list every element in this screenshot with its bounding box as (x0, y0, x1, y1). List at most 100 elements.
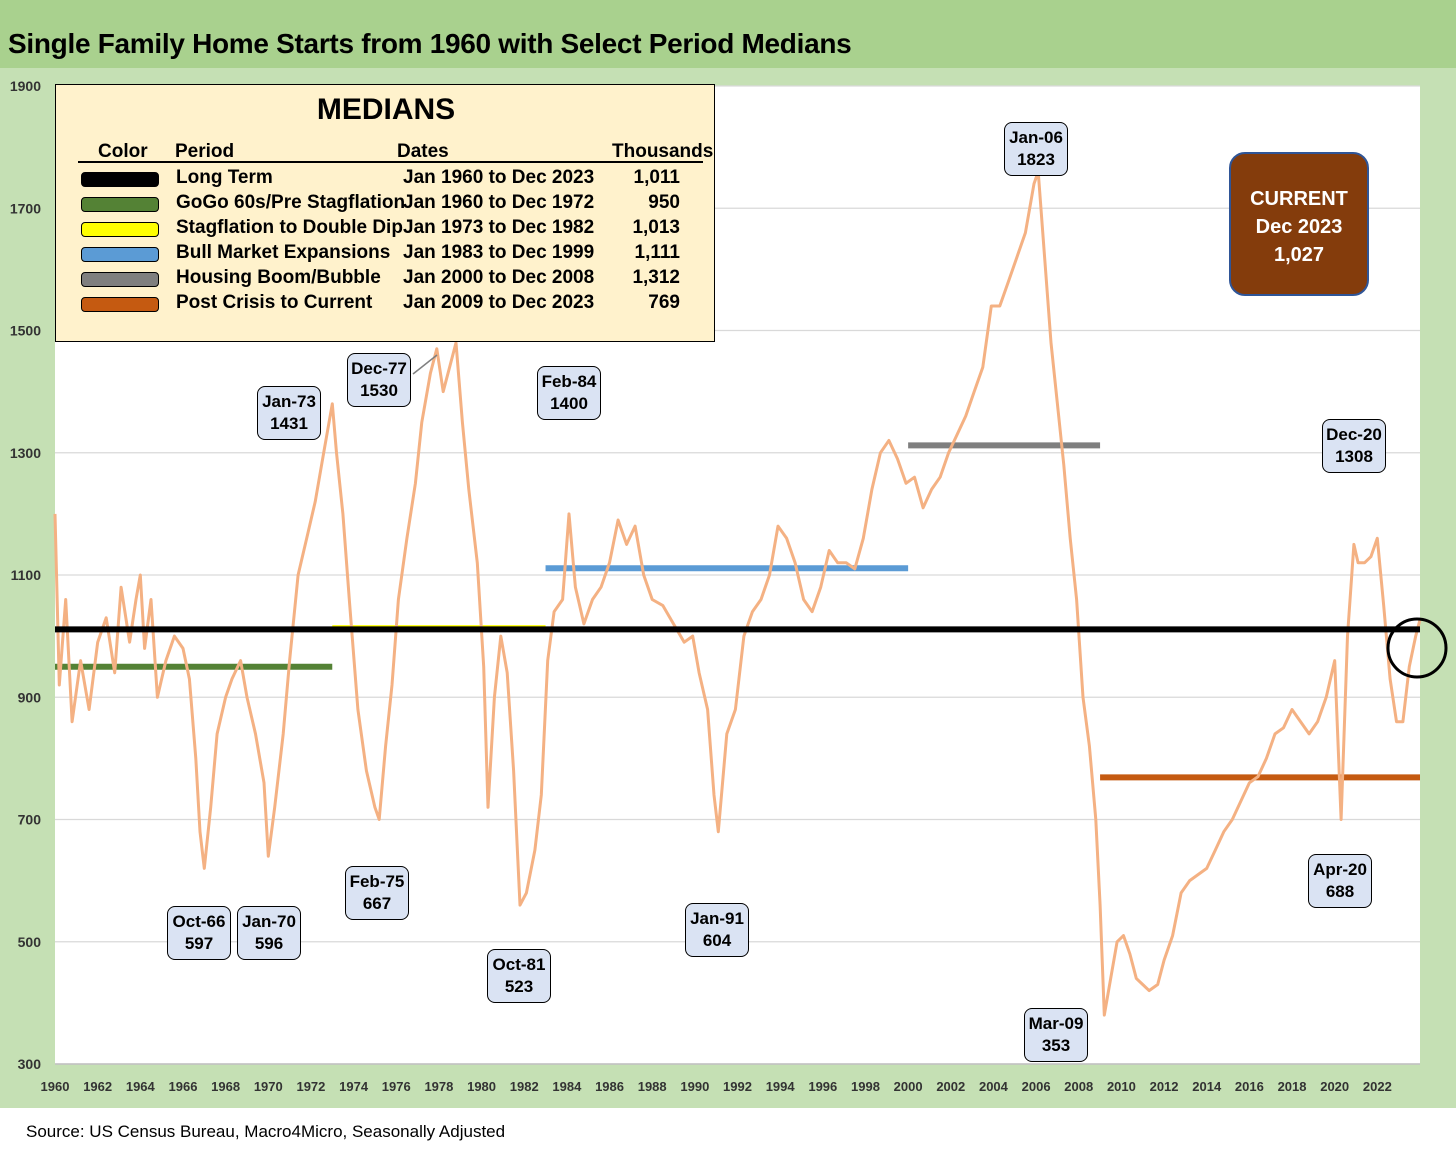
x-tick-label: 1960 (41, 1079, 70, 1094)
x-tick-label: 2018 (1278, 1079, 1307, 1094)
x-tick-label: 1962 (83, 1079, 112, 1094)
legend-period: Long Term (176, 167, 273, 188)
legend-swatch (81, 197, 159, 212)
legend-period: Housing Boom/Bubble (176, 267, 381, 288)
callout-value: 523 (504, 977, 534, 996)
x-tick-label: 2000 (894, 1079, 923, 1094)
callout-mar-09: Mar-09 353 (1024, 1008, 1088, 1062)
legend-dates: Jan 1973 to Dec 1982 (403, 217, 595, 238)
chart-title: Single Family Home Starts from 1960 with… (8, 28, 852, 59)
x-tick-label: 2002 (936, 1079, 965, 1094)
legend-dates: Jan 1960 to Dec 1972 (403, 192, 595, 213)
x-tick-label: 2008 (1064, 1079, 1093, 1094)
callout-jan-91: Jan-91 604 (685, 903, 749, 957)
callout-value: 596 (254, 934, 284, 953)
x-tick-label: 1980 (467, 1079, 496, 1094)
legend-row: Stagflation to Double Dip Jan 1973 to Dec… (56, 217, 716, 241)
callout-jan-70: Jan-70 596 (237, 906, 301, 960)
callout-label: Dec-20 (1326, 425, 1382, 444)
x-tick-label: 1984 (552, 1079, 582, 1094)
callout-label: Oct-81 (492, 955, 546, 974)
legend-dates: Jan 2000 to Dec 2008 (403, 267, 595, 288)
callout-feb-75: Feb-75 667 (345, 866, 409, 920)
title-bar: Single Family Home Starts from 1960 with… (0, 0, 1456, 69)
legend-swatch (81, 172, 159, 187)
x-tick-label: 2020 (1320, 1079, 1349, 1094)
source-note: Source: US Census Bureau, Macro4Micro, S… (26, 1122, 506, 1141)
y-tick-label: 1300 (10, 445, 41, 461)
legend-thousands: 769 (648, 292, 680, 313)
callout-value: 1400 (550, 394, 588, 413)
x-tick-label: 2006 (1022, 1079, 1051, 1094)
callout-value: 1431 (270, 414, 308, 433)
legend-row: Long Term Jan 1960 to Dec 2023 1,011 (56, 167, 716, 191)
legend-row: GoGo 60s/Pre Stagflation Jan 1960 to Dec … (56, 192, 716, 216)
callout-oct-66: Oct-66 597 (167, 906, 231, 960)
current-marker-circle (1386, 617, 1448, 679)
y-tick-label: 500 (18, 934, 42, 950)
y-tick-label: 1500 (10, 323, 41, 339)
legend-thousands: 950 (648, 192, 680, 213)
callout-value: 1823 (1017, 150, 1055, 169)
callout-label: Dec-77 (351, 359, 407, 378)
callout-value: 667 (362, 894, 392, 913)
legend-period: Stagflation to Double Dip (176, 217, 403, 238)
callout-label: Jan-70 (242, 912, 296, 931)
x-tick-label: 1994 (766, 1079, 796, 1094)
callout-label: Feb-75 (349, 872, 405, 891)
x-tick-label: 2012 (1150, 1079, 1179, 1094)
legend-row: Bull Market Expansions Jan 1983 to Dec 19… (56, 242, 716, 266)
legend-header-color: Color (98, 141, 148, 162)
legend-swatch (81, 247, 159, 262)
x-tick-label: 1974 (339, 1079, 369, 1094)
x-tick-label: 1988 (638, 1079, 667, 1094)
x-tick-label: 1992 (723, 1079, 752, 1094)
legend-swatch (81, 272, 159, 287)
callout-label: Apr-20 (1313, 860, 1367, 879)
y-tick-label: 700 (18, 812, 42, 828)
legend-header-rule (78, 161, 703, 163)
callout-value: 353 (1041, 1036, 1071, 1055)
y-tick-label: 1900 (10, 78, 41, 94)
legend-thousands: 1,111 (634, 242, 680, 263)
legend-header-period: Period (175, 141, 235, 162)
legend-row: Post Crisis to Current Jan 2009 to Dec 20… (56, 292, 716, 316)
x-tick-label: 2016 (1235, 1079, 1264, 1094)
x-tick-label: 1970 (254, 1079, 283, 1094)
x-tick-label: 1998 (851, 1079, 880, 1094)
legend-dates: Jan 1960 to Dec 2023 (403, 167, 595, 188)
y-tick-label: 900 (18, 689, 42, 705)
legend-period: Bull Market Expansions (176, 242, 391, 263)
legend-thousands: 1,013 (632, 217, 680, 238)
x-tick-label: 2004 (979, 1079, 1009, 1094)
x-tick-label: 2022 (1363, 1079, 1392, 1094)
legend-period: Post Crisis to Current (176, 292, 373, 313)
x-tick-label: 2010 (1107, 1079, 1136, 1094)
legend-header-dates: Dates (397, 141, 449, 162)
legend-header-thousands: Thousands (612, 141, 714, 162)
x-tick-label: 1972 (296, 1079, 325, 1094)
x-tick-label: 1978 (424, 1079, 453, 1094)
callout-jan-73: Jan-73 1431 (257, 386, 321, 440)
current-date: Dec 2023 (1255, 216, 1343, 238)
callout-leader (412, 354, 438, 375)
legend-row: Housing Boom/Bubble Jan 2000 to Dec 2008 1… (56, 267, 716, 291)
x-tick-label: 1976 (382, 1079, 411, 1094)
legend-thousands: 1,011 (633, 167, 681, 188)
x-tick-label: 1996 (808, 1079, 837, 1094)
callout-jan-06: Jan-06 1823 (1004, 122, 1068, 176)
legend-title: MEDIANS (316, 93, 456, 126)
x-tick-label: 1964 (126, 1079, 156, 1094)
medians-legend: MEDIANS Color Period Dates Thousands Lon… (55, 84, 715, 342)
callout-value: 597 (184, 934, 214, 953)
legend-thousands: 1,312 (632, 267, 680, 288)
x-tick-label: 1968 (211, 1079, 240, 1094)
callout-value: 1308 (1335, 447, 1373, 466)
y-tick-label: 300 (18, 1056, 42, 1072)
legend-dates: Jan 1983 to Dec 1999 (403, 242, 595, 263)
current-value: 1,027 (1273, 244, 1325, 266)
callout-value: 1530 (360, 381, 398, 400)
legend-swatch (81, 222, 159, 237)
x-tick-label: 2014 (1192, 1079, 1222, 1094)
